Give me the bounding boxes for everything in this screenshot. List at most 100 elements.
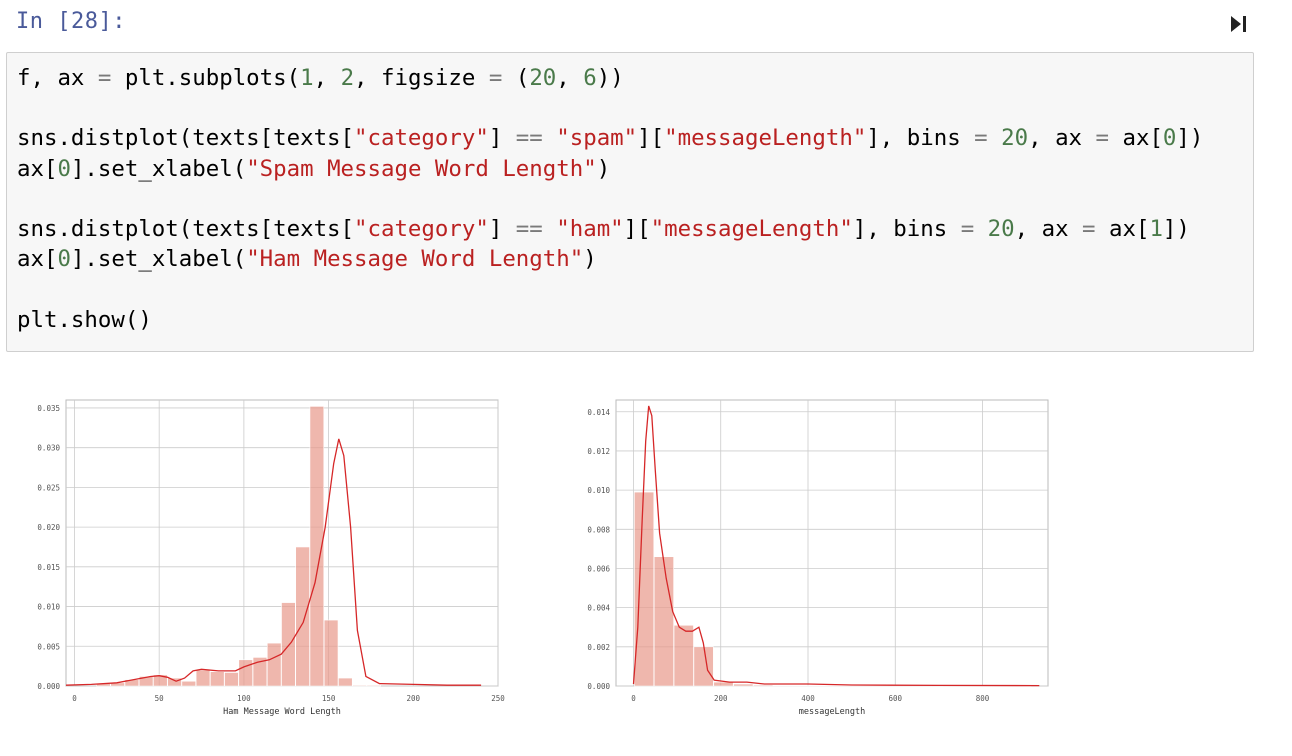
code-token: ) [583,246,597,273]
code-line: ax[0].set_xlabel("Spam Message Word Leng… [17,154,1203,184]
x-tick-label: 100 [237,694,251,703]
code-token: , [313,65,341,91]
histogram-bar [210,671,225,687]
y-tick-label: 0.000 [587,682,610,691]
code-cell[interactable]: f, ax = plt.subplots(1, 2, figsize = (20… [6,52,1254,352]
code-line: plt.show() [17,305,1203,335]
code-line [17,274,1203,304]
histogram-bar [295,546,310,687]
histogram-bar [338,677,353,687]
code-token: 0 [57,246,71,273]
plot-spam-length: 0.000 0.005 0.010 0.015 0.020 0.025 0.030 0.035… [37,399,505,717]
code-token: == [515,216,543,243]
code-token: ].set_xlabel( [70,246,247,273]
x-tick-label: 400 [801,694,815,703]
code-token: ], bins [866,125,975,152]
code-token: , [556,65,584,91]
code-token: = [960,216,975,243]
code-token: 0 [57,155,71,182]
code-line: f, ax = plt.subplots(1, 2, figsize = (20… [17,63,1203,93]
x-tick-label: 600 [888,694,902,703]
code-token: == [515,125,543,152]
code-token: ]) [1176,125,1204,152]
code-token: ][ [623,216,651,243]
y-tick-label: 0.014 [587,408,610,417]
y-tick-label: 0.010 [587,486,610,495]
kde-line [632,405,1040,687]
y-tick-label: 0.030 [37,444,60,453]
code-token: "category" [354,125,489,152]
code-token: 0 [1162,125,1177,152]
histogram-bar [733,683,754,687]
code-token [988,125,1001,151]
run-cell-icon[interactable] [1228,13,1250,35]
kde-line [65,438,482,686]
histogram-bar [653,556,674,687]
code-line [17,184,1203,214]
code-token: "Ham Message Word Length" [246,246,584,273]
x-tick-label: 800 [976,694,990,703]
code-token: "messageLength" [664,125,867,152]
code-line: ax[0].set_xlabel("Ham Message Word Lengt… [17,244,1203,274]
histogram-bar [366,684,382,687]
code-line: sns.distplot(texts[texts["category"] == … [17,214,1203,244]
code-token: ][ [637,125,665,152]
code-token: ], bins [852,216,961,243]
histogram-bar [693,646,714,687]
code-token: "category" [354,216,489,243]
histogram-bar [195,669,211,687]
x-tick-label: 0 [631,694,636,703]
code-token: 20 [987,216,1015,243]
histogram-bar [181,680,197,687]
code-token: 6 [583,65,597,91]
histogram-bar [352,684,367,687]
code-token [974,216,987,242]
code-line [17,93,1203,123]
code-token: 20 [1001,125,1029,152]
cell-output: 0.000 0.005 0.010 0.015 0.020 0.025 0.030 0.035… [0,380,1292,756]
code-token: ] [488,125,516,152]
y-tick-label: 0.025 [37,483,60,492]
y-tick-label: 0.008 [587,525,610,534]
histogram-bar [167,677,182,687]
histogram-bar [266,642,282,687]
plot-message-length: 0.000 0.002 0.004 0.006 0.008 0.010 0.012 0.014… [587,399,1049,717]
code-editor[interactable]: f, ax = plt.subplots(1, 2, figsize = (20… [17,63,1203,335]
code-token: plt.subplots( [111,65,301,91]
y-tick-label: 0.020 [37,523,60,532]
code-token: = [1095,125,1109,152]
histogram-bar [153,674,168,687]
code-token: "messageLength" [650,216,853,243]
code-token: 1 [1149,216,1163,243]
code-token: sns.distplot(texts[texts[ [17,216,355,243]
y-tick-label: 0.005 [37,642,60,651]
code-token [543,125,556,151]
x-tick-label: 150 [322,694,336,703]
cell-prompt: In [28]: [16,9,126,34]
code-token: )) [596,65,624,91]
y-tick-label: 0.010 [37,603,60,612]
x-tick-label: 250 [491,694,505,703]
y-tick-label: 0.004 [587,604,610,613]
x-tick-label: 200 [407,694,421,703]
x-tick-label: 200 [714,694,728,703]
code-token: = [1082,216,1096,243]
x-axis-label: messageLength [799,707,866,717]
x-tick-label: 0 [72,694,77,703]
histogram-bar [753,684,774,687]
y-tick-label: 0.012 [587,447,610,456]
histogram-bar [673,624,694,687]
code-token: ]) [1162,216,1190,243]
code-token: , ax [1028,125,1096,152]
y-tick-label: 0.015 [37,563,60,572]
code-token: "ham" [556,216,624,243]
code-token: = [97,65,112,91]
code-token: sns.distplot(texts[texts[ [17,125,355,152]
code-token: ax[ [1095,216,1150,243]
x-tick-label: 50 [155,694,165,703]
code-token: 20 [529,65,557,91]
histogram-bar [224,672,239,687]
code-token: ( [502,65,530,91]
code-token: plt.show() [17,306,152,333]
code-token: ) [596,155,611,182]
